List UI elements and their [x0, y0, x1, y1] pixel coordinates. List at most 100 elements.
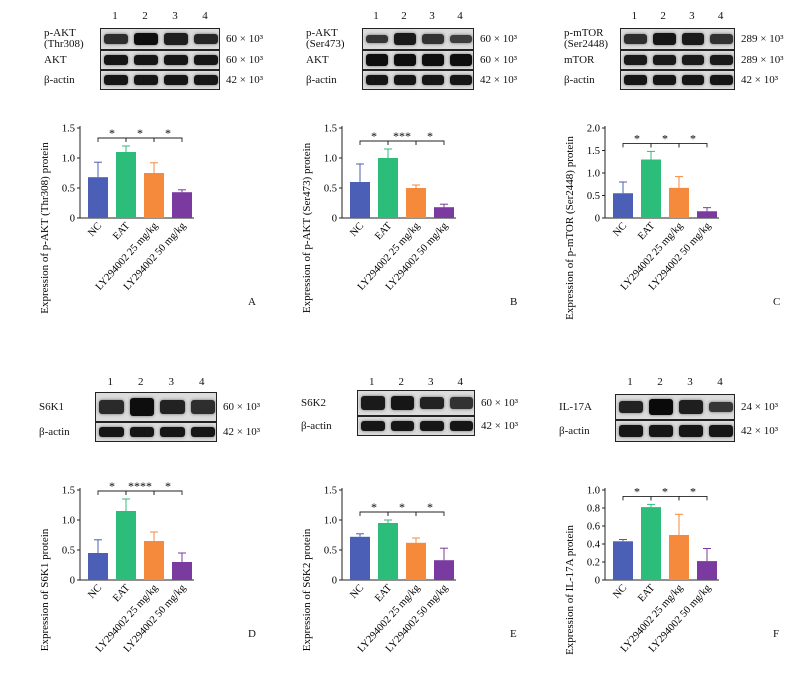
molecular-weight: 60 × 10³ [480, 33, 518, 45]
bar [350, 182, 370, 218]
significance-bracket [153, 490, 183, 495]
significance-marker: * [399, 500, 405, 514]
blot-label: AKT [44, 53, 67, 66]
lane-number: 4 [199, 376, 205, 388]
significance-marker: * [109, 479, 115, 493]
panel-letter: E [510, 628, 517, 640]
blot-label: AKT [306, 53, 329, 66]
y-axis-label: Expression of p-AKT (Thr308) protein [39, 142, 51, 314]
lane-number: 3 [428, 376, 434, 388]
protein-band [624, 54, 647, 66]
protein-band [160, 426, 185, 438]
significance-marker: * [634, 484, 640, 498]
molecular-weight: 42 × 10³ [223, 426, 261, 438]
bar-chart: 0 0.5 1.0 1.5 Expression of p-AKT (Thr308) p… [39, 124, 194, 314]
lane-number: 1 [107, 376, 114, 388]
protein-band [710, 54, 733, 66]
protein-band [624, 34, 647, 44]
y-tick-label: 0.8 [587, 504, 600, 515]
lane-number: 4 [457, 376, 464, 388]
bar [116, 152, 136, 218]
significance-marker: * [371, 500, 377, 514]
y-tick-label: 1.0 [587, 486, 600, 497]
bar [434, 207, 454, 218]
category-label: NC [611, 583, 629, 601]
bar [378, 523, 398, 580]
y-tick-label: 0 [70, 214, 75, 225]
y-tick-label: 1.5 [324, 486, 337, 497]
y-tick-label: 0 [595, 214, 600, 225]
panel-letter: D [248, 628, 256, 640]
molecular-weight: 24 × 10³ [741, 401, 779, 413]
significance-marker: * [634, 131, 640, 145]
protein-band [710, 74, 733, 86]
category-label: EAT [636, 220, 657, 242]
significance-marker: * [109, 126, 115, 140]
y-tick-label: 0.5 [324, 546, 337, 557]
blot-label: p-AKT (Thr308) [44, 27, 84, 50]
protein-band [619, 424, 643, 437]
bar [697, 561, 717, 580]
bar-chart: 0 0.5 1.0 1.5 Expression of S6K1 protein NC EA… [39, 479, 194, 655]
y-axis-label: Expression of IL-17A protein [564, 525, 576, 655]
protein-band [420, 396, 444, 410]
molecular-weight: 289 × 10³ [741, 54, 784, 66]
lane-number: 3 [172, 10, 178, 22]
panel-a: 1 2 3 4 p-AKT (Thr308) 60 × 10³ AKT 60 × 10³ β-a… [0, 0, 263, 314]
protein-band [394, 54, 416, 66]
lane-number: 3 [687, 376, 693, 388]
lane-number: 1 [369, 376, 375, 388]
protein-band [194, 33, 218, 45]
protein-band [99, 400, 124, 414]
category-label: NC [348, 221, 366, 239]
bar [350, 536, 370, 580]
protein-band [194, 54, 218, 66]
protein-band [652, 32, 676, 45]
protein-band [361, 420, 385, 432]
lane-number: 3 [168, 376, 175, 388]
y-tick-label: 2.0 [587, 124, 600, 135]
bar [172, 562, 192, 580]
panel-c: 1 2 3 4 p-mTOR (Ser2448) 289 × 10³ mTOR 289 × 1… [525, 0, 787, 320]
significance-marker: * [371, 129, 377, 143]
blot-strip [95, 392, 217, 422]
significance-marker: * [165, 479, 171, 493]
blot-strip [362, 70, 474, 90]
lane-number: 2 [398, 376, 405, 388]
blot-label: β-actin [306, 73, 337, 86]
protein-band [160, 399, 185, 415]
bar [613, 193, 633, 218]
category-label: NC [86, 583, 104, 601]
protein-band [422, 54, 444, 66]
bar-chart: 0 0.5 1.0 1.5 Expression of S6K2 protein NC EA… [301, 486, 456, 655]
blot-strip [620, 70, 735, 90]
lane-number: 1 [631, 10, 638, 22]
lane-number: 3 [689, 10, 695, 22]
panel-f: 1 2 3 4 IL-17A 24 × 10³ β-actin 42 × 10³ 0 0.2 0.4… [525, 372, 787, 655]
blot-label: β-actin [44, 73, 75, 86]
y-tick-label: 1.0 [62, 154, 75, 165]
bar-chart: 0 0.2 0.4 0.6 0.8 1.0 Expression of IL-17A pro… [564, 484, 719, 655]
bar [88, 177, 108, 218]
protein-band [129, 398, 154, 416]
protein-band [164, 33, 188, 45]
protein-band [679, 400, 703, 414]
significance-marker: * [662, 131, 668, 145]
protein-band [449, 420, 473, 432]
protein-band [709, 401, 733, 413]
y-tick-label: 1.0 [62, 516, 75, 527]
y-tick-label: 0 [70, 576, 75, 587]
y-tick-label: 0.6 [587, 522, 600, 533]
blot-strip [362, 28, 474, 50]
bar [697, 211, 717, 218]
bar [641, 507, 661, 580]
bar [144, 173, 164, 218]
panel-b: 1 2 3 4 p-AKT (Ser473) 60 × 10³ AKT 60 × 10³ β-a… [262, 0, 524, 313]
bar-chart: 0 0.5 1.0 1.5 2.0 Expression of p-mTOR (Ser24… [564, 124, 719, 320]
panel-letter: B [510, 296, 518, 308]
significance-marker: *** [393, 129, 411, 143]
blot-strip [357, 416, 475, 436]
protein-band [422, 74, 444, 86]
protein-band [366, 34, 388, 44]
blot-strip [100, 50, 220, 70]
